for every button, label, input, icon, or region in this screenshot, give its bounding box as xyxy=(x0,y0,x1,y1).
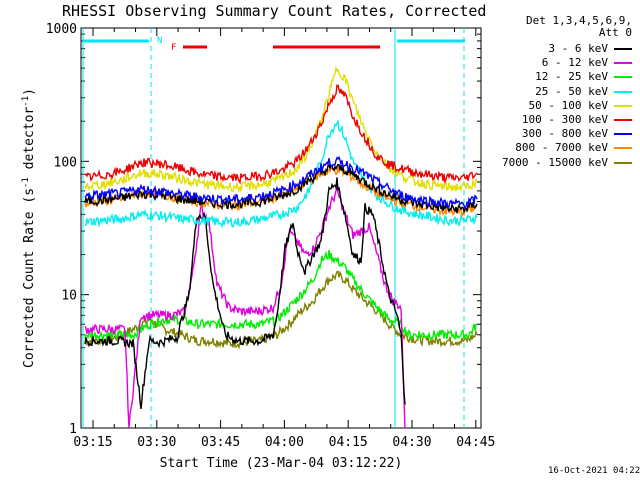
x-tick-label: 04:30 xyxy=(392,435,431,450)
y-tick-label: 10 xyxy=(61,289,77,304)
legend-label: 3 - 6 keV xyxy=(548,42,608,55)
y-tick-label: 100 xyxy=(54,155,77,170)
series-line xyxy=(84,84,478,185)
legend-label: 12 - 25 keV xyxy=(535,70,608,84)
y-tick-label: 1 xyxy=(69,422,77,437)
legend-entry: 25 - 50 keV xyxy=(535,85,632,99)
legend-swatch xyxy=(614,62,632,65)
legend-entry: 300 - 800 keV xyxy=(522,127,632,141)
x-tick-label: 03:15 xyxy=(73,435,112,450)
series-line xyxy=(84,118,478,229)
x-tick-label: 04:45 xyxy=(456,435,495,450)
legend-entry: 3 - 6 keV xyxy=(548,42,632,56)
night-flag-label: N xyxy=(157,36,162,46)
flare-flag-label: F xyxy=(171,43,176,53)
legend-label: 6 - 12 keV xyxy=(541,56,608,70)
series-line xyxy=(84,155,478,211)
legend-label: 800 - 7000 keV xyxy=(515,141,608,155)
legend-swatch xyxy=(614,147,632,150)
legend-label: 25 - 50 keV xyxy=(535,84,608,98)
legend-entry: 6 - 12 keV xyxy=(542,56,632,70)
legend-label: 300 - 800 keV xyxy=(521,127,608,141)
legend-entry: 12 - 25 keV xyxy=(535,70,632,84)
series-line xyxy=(84,250,478,342)
legend-entry: 100 - 300 keV xyxy=(522,113,632,127)
legend-swatch xyxy=(614,161,632,164)
y-tick-label: 1000 xyxy=(46,22,77,37)
x-tick-label: 03:30 xyxy=(137,435,176,450)
legend-entry: 800 - 7000 keV xyxy=(515,141,632,155)
legend-header-line1: Det 1,3,4,5,6,9, xyxy=(526,14,632,27)
legend-swatch xyxy=(614,48,632,50)
legend-header-line2: Att 0 xyxy=(598,26,632,39)
legend-entry: 7000 - 15000 keV xyxy=(502,156,632,170)
legend-label: 100 - 300 keV xyxy=(521,113,608,126)
series-line xyxy=(84,177,406,409)
chart-title: RHESSI Observing Summary Count Rates, Co… xyxy=(62,2,487,20)
series-line xyxy=(84,65,478,193)
x-tick-label: 04:00 xyxy=(265,435,304,450)
legend-swatch xyxy=(614,76,632,79)
axes-frame xyxy=(80,27,482,429)
legend-swatch xyxy=(614,90,632,93)
legend-entry: 50 - 100 keV xyxy=(529,99,632,113)
legend-swatch xyxy=(614,133,632,136)
x-tick-label: 04:15 xyxy=(329,435,368,450)
legend-label: 50 - 100 keV xyxy=(528,98,608,112)
y-axis-label: Corrected Count Rate (s-1 detector-1) xyxy=(21,88,37,368)
legend-swatch xyxy=(614,104,632,107)
footer-timestamp: 16-Oct-2021 04:22 xyxy=(548,466,640,476)
x-axis-label: Start Time (23-Mar-04 03:12:22) xyxy=(160,456,403,471)
legend-swatch xyxy=(614,119,632,121)
x-tick-label: 03:45 xyxy=(201,435,240,450)
series-line xyxy=(84,186,406,429)
legend-label: 7000 - 15000 keV xyxy=(502,155,608,169)
